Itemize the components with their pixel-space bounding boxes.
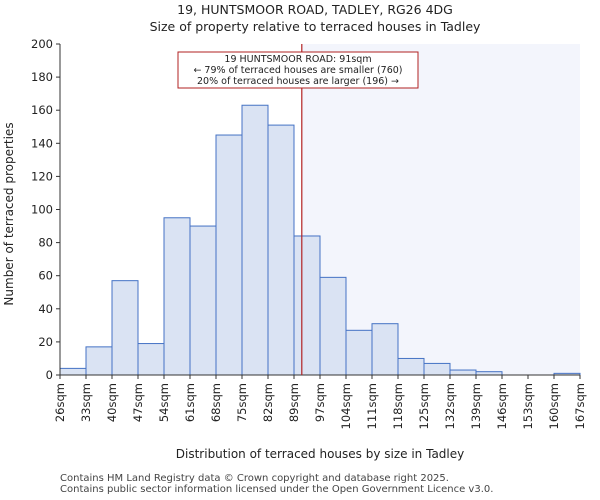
y-tick-label: 140 (31, 136, 53, 150)
x-tick-label: 125sqm (417, 383, 431, 429)
chart-title: 19, HUNTSMOOR ROAD, TADLEY, RG26 4DG (177, 2, 453, 17)
x-tick-label: 89sqm (287, 383, 301, 422)
bar-75sqm (241, 104, 269, 376)
y-axis-label: Number of terraced properties (2, 122, 16, 305)
bar-33sqm (85, 346, 113, 376)
x-tick-label: 132sqm (443, 383, 457, 429)
bar-132sqm (449, 369, 477, 376)
bar-125sqm (423, 362, 451, 376)
bar-61sqm (189, 225, 217, 376)
x-tick-label: 75sqm (235, 383, 249, 422)
y-tick-label: 200 (31, 37, 53, 51)
x-axis: 26sqm 33sqm 40sqm 47sqm 54sqm 61sqm 68sqm 75sqm… (53, 375, 587, 429)
x-tick-label: 68sqm (209, 383, 223, 422)
x-tick-label: 97sqm (313, 383, 327, 422)
x-tick-label: 82sqm (261, 383, 275, 422)
bar-54sqm (163, 217, 191, 376)
bar-68sqm (215, 134, 243, 376)
footer-line-1: Contains HM Land Registry data © Crown c… (60, 473, 449, 484)
bars (59, 104, 581, 376)
footer-line-2: Contains public sector information licen… (60, 484, 494, 495)
x-tick-label: 118sqm (391, 383, 405, 429)
x-tick-label: 26sqm (53, 383, 67, 422)
x-tick-label: 160sqm (547, 383, 561, 429)
y-tick-label: 80 (38, 236, 53, 250)
x-tick-label: 146sqm (495, 383, 509, 429)
x-tick-label: 61sqm (183, 383, 197, 422)
bar-26sqm (59, 367, 87, 376)
annotation-line-2: ← 79% of terraced houses are smaller (76… (193, 65, 402, 76)
bar-40sqm (111, 280, 139, 376)
bar-104sqm (345, 329, 373, 376)
bar-89sqm (293, 235, 321, 376)
y-tick-label: 0 (46, 368, 53, 382)
bar-47sqm (137, 343, 165, 376)
y-tick-label: 180 (31, 70, 53, 84)
bar-111sqm (371, 323, 399, 376)
x-tick-label: 54sqm (157, 383, 171, 422)
bar-118sqm (397, 357, 425, 376)
annotation-box: 19 HUNTSMOOR ROAD: 91sqm ← 79% of terrac… (177, 51, 419, 89)
x-tick-label: 167sqm (573, 383, 587, 429)
y-tick-label: 20 (38, 335, 53, 349)
y-tick-label: 160 (31, 103, 53, 117)
x-tick-label: 139sqm (469, 383, 483, 429)
x-axis-label: Distribution of terraced houses by size … (176, 447, 464, 461)
y-tick-label: 100 (31, 203, 53, 217)
bar-82sqm (267, 124, 295, 376)
y-axis: 0 20 40 60 80 100 120 140 160 180 200 (31, 37, 60, 382)
annotation-line-1: 19 HUNTSMOOR ROAD: 91sqm (224, 54, 371, 65)
larger-than-property-region (301, 44, 580, 375)
annotation-line-3: 20% of terraced houses are larger (196) … (197, 76, 399, 87)
x-tick-label: 153sqm (521, 383, 535, 429)
chart-subtitle: Size of property relative to terraced ho… (150, 19, 481, 34)
x-tick-label: 111sqm (365, 383, 379, 429)
y-tick-label: 40 (38, 302, 53, 316)
annotation-frame (177, 51, 419, 89)
x-tick-label: 47sqm (131, 383, 145, 422)
x-tick-label: 104sqm (339, 383, 353, 429)
y-tick-label: 120 (31, 169, 53, 183)
bar-97sqm (319, 276, 347, 376)
x-tick-label: 40sqm (105, 383, 119, 422)
y-tick-label: 60 (38, 269, 53, 283)
x-tick-label: 33sqm (79, 383, 93, 422)
